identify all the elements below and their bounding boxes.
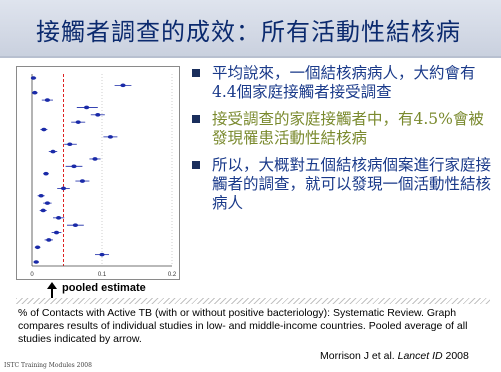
bullet-text: 接受調查的家庭接觸者中，有4.5%會被發現罹患活動性結核病 [212, 110, 484, 147]
forest-plot: 0 0.1 0.2 [30, 74, 177, 278]
study-point [56, 216, 62, 220]
x-tick-label: 0.2 [168, 272, 177, 278]
study-point [72, 223, 78, 227]
bullet-item: 所以，大概對五個結核病個案進行家庭接觸者的調查，就可以發現一個活動性結核病人 [192, 156, 494, 213]
bullet-item: 平均說來，一個結核病病人，大約會有4.4個家庭接觸者接受調查 [192, 64, 494, 102]
study-point [120, 83, 126, 88]
study-point [46, 238, 52, 242]
study-point [38, 193, 44, 198]
study-point [44, 201, 50, 205]
footer-text: ISTC Training Modules 2008 [4, 362, 92, 369]
study-point [67, 142, 73, 147]
study-point [95, 113, 101, 117]
pooled-estimate-label: pooled estimate [62, 282, 146, 294]
study-point [50, 149, 56, 154]
x-tick-label: 0 [30, 272, 34, 278]
slide-title: 接觸者調查的成效：所有活動性結核病 [36, 18, 461, 46]
title-bar: 接觸者調查的成效：所有活動性結核病 [0, 0, 501, 58]
bullet-square-icon [192, 69, 200, 77]
study-point [33, 260, 39, 264]
pooled-arrow-icon [47, 282, 57, 298]
study-point [60, 186, 67, 191]
x-tick-label: 0.1 [98, 272, 107, 278]
study-point [32, 90, 38, 95]
study-point [53, 230, 60, 235]
study-point [30, 76, 36, 80]
bullet-text: 所以，大概對五個結核病個案進行家庭接觸者的調查，就可以發現一個活動性結核病人 [212, 156, 492, 212]
study-point [92, 157, 98, 161]
study-point [43, 171, 49, 176]
reference-journal: Lancet ID [397, 350, 443, 362]
figure-caption: % of Contacts with Active TB (with or wi… [18, 307, 468, 345]
study-point [79, 179, 85, 183]
forest-plot-frame [16, 66, 180, 280]
reference-authors: Morrison J et al. [320, 350, 395, 362]
bullet-square-icon [192, 161, 200, 169]
divider [16, 298, 490, 304]
study-point [40, 208, 46, 213]
study-point [71, 164, 77, 169]
reference-year: 2008 [445, 350, 469, 362]
study-point [41, 127, 47, 132]
study-point [35, 245, 41, 250]
bullet-list: 平均說來，一個結核病病人，大約會有4.4個家庭接觸者接受調查 接受調查的家庭接觸… [192, 64, 494, 221]
study-point [107, 135, 113, 139]
study-point [44, 98, 50, 102]
study-point [99, 252, 105, 257]
bullet-text: 平均說來，一個結核病病人，大約會有4.4個家庭接觸者接受調查 [212, 64, 476, 101]
bullet-square-icon [192, 115, 200, 123]
reference: Morrison J et al. Lancet ID 2008 [320, 350, 469, 362]
study-point [75, 120, 81, 124]
bullet-item: 接受調查的家庭接觸者中，有4.5%會被發現罹患活動性結核病 [192, 110, 494, 148]
study-point [84, 105, 90, 110]
